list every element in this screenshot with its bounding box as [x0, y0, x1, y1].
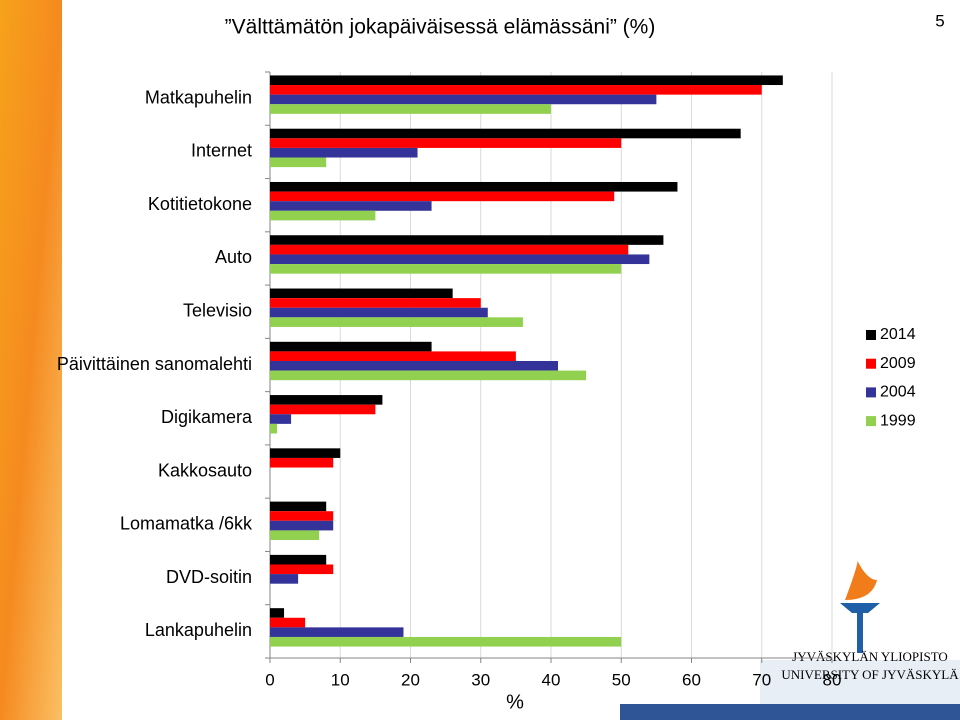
bar [270, 370, 587, 381]
bar [270, 564, 334, 575]
y-tick-label: Digikamera [161, 407, 253, 427]
bar [270, 627, 404, 637]
bar [270, 235, 664, 245]
logo-flame [845, 560, 877, 600]
legend-swatch [866, 387, 876, 398]
x-tick-label: 10 [331, 670, 350, 689]
bar [270, 511, 334, 521]
y-tick-label: Matkapuhelin [145, 87, 252, 107]
footer-pattern [620, 704, 960, 720]
bar [270, 414, 292, 424]
y-tick-label: DVD-soitin [166, 567, 252, 587]
leaf-strip [0, 0, 62, 720]
legend-label: 2009 [880, 355, 916, 372]
page-number: 5 [935, 11, 944, 30]
x-tick-label: 80 [823, 670, 842, 689]
y-tick-label: Lankapuhelin [145, 620, 252, 640]
bar [270, 361, 559, 371]
bar [270, 307, 488, 318]
y-tick-label: Päivittäinen sanomalehti [57, 354, 252, 374]
y-tick-label: Lomamatka /6kk [120, 514, 253, 534]
bar [270, 574, 299, 584]
bar [270, 128, 741, 139]
x-tick-label: 70 [752, 670, 771, 689]
x-tick-label: 50 [612, 670, 631, 689]
bar [270, 264, 622, 274]
bar [270, 448, 341, 458]
bar [270, 554, 327, 565]
bar [270, 191, 615, 202]
x-tick-label: 20 [401, 670, 420, 689]
bar [270, 501, 327, 512]
chart-title: ”Välttämätön jokapäiväisessä elämässäni”… [225, 16, 656, 39]
bar [270, 351, 516, 361]
y-tick-label: Kakkosauto [158, 460, 252, 480]
bar [270, 254, 650, 265]
x-tick-label: 60 [682, 670, 701, 689]
bar [270, 636, 622, 647]
bar [270, 404, 376, 415]
logo-torch [840, 603, 880, 653]
y-tick-label: Televisio [183, 300, 252, 320]
legend-label: 1999 [880, 412, 916, 429]
legend-swatch [866, 416, 876, 427]
bar [270, 75, 783, 86]
y-tick-label: Internet [191, 141, 252, 161]
legend-label: 2004 [880, 384, 916, 401]
x-tick-label: 0 [265, 670, 274, 689]
bar [270, 244, 629, 255]
bar [270, 298, 481, 308]
logo-bg [760, 660, 960, 704]
bar [270, 608, 285, 618]
bar [270, 520, 334, 531]
bar [270, 85, 762, 95]
logo-text: UNIVERSITY OF JYVÄSKYLÄ [781, 667, 959, 682]
legend-label: 2014 [880, 326, 916, 343]
legend-swatch [866, 358, 876, 369]
bar [270, 94, 657, 105]
y-tick-label: Auto [215, 247, 252, 267]
bar [270, 288, 453, 299]
bar [270, 147, 418, 158]
x-tick-label: 30 [471, 670, 490, 689]
bar [270, 210, 376, 221]
bar [270, 457, 334, 468]
bar [270, 104, 551, 114]
x-axis-label: % [506, 691, 524, 713]
bar [270, 395, 383, 405]
bar [270, 423, 278, 434]
bar [270, 201, 432, 211]
bar [270, 617, 306, 628]
x-tick-label: 40 [542, 670, 561, 689]
legend-swatch [866, 330, 876, 340]
bar [270, 157, 327, 168]
bar [270, 530, 320, 541]
bar [270, 138, 622, 148]
bar [270, 181, 678, 192]
y-tick-label: Kotitietokone [148, 194, 252, 214]
logo-text: JYVÄSKYLÄN YLIOPISTO [792, 649, 948, 664]
bar [270, 317, 523, 327]
bar [270, 341, 432, 352]
